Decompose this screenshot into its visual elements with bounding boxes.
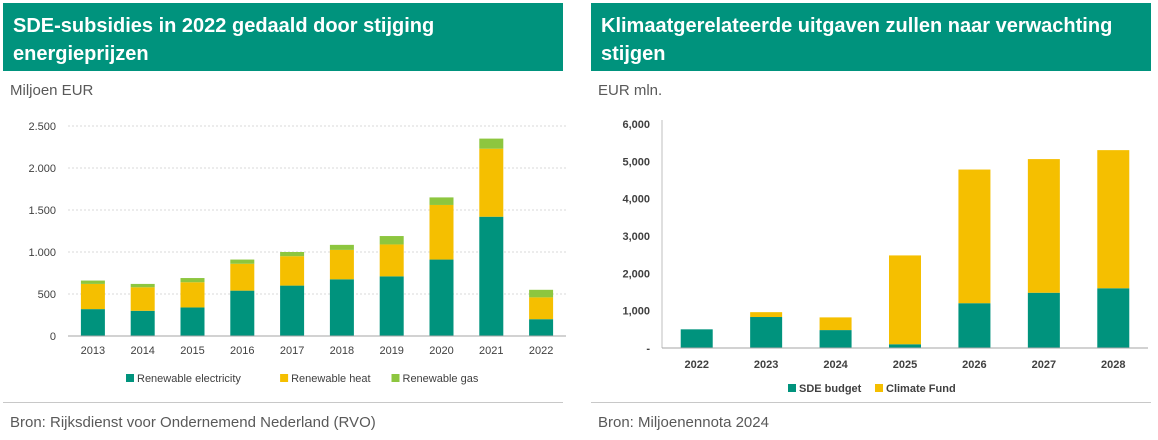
bar-segment bbox=[429, 259, 454, 336]
bar-segment bbox=[329, 244, 354, 250]
x-tick-label: 2016 bbox=[230, 345, 254, 357]
y-tick-label: 2.000 bbox=[28, 163, 56, 175]
bar-segment bbox=[230, 259, 255, 264]
y-tick-label: 2.500 bbox=[28, 121, 56, 133]
bar-segment bbox=[379, 244, 404, 277]
bar-segment bbox=[479, 216, 504, 336]
x-tick-label: 2026 bbox=[962, 359, 986, 371]
y-tick-label: 500 bbox=[38, 289, 56, 301]
y-tick-label: - bbox=[646, 343, 650, 355]
y-tick-label: 1.000 bbox=[28, 247, 56, 259]
bar-segment bbox=[750, 312, 783, 318]
left-source-divider bbox=[3, 402, 563, 403]
bar-segment bbox=[180, 282, 205, 308]
x-tick-label: 2023 bbox=[754, 359, 778, 371]
left-chart-title: SDE-subsidies in 2022 gedaald door stijg… bbox=[3, 3, 563, 71]
y-tick-label: 0 bbox=[50, 331, 56, 343]
left-source: Bron: Rijksdienst voor Ondernemend Neder… bbox=[10, 414, 376, 431]
bar-segment bbox=[529, 289, 554, 298]
bar-segment bbox=[379, 276, 404, 336]
bar-segment bbox=[889, 344, 921, 348]
legend-swatch bbox=[391, 374, 400, 382]
legend-swatch bbox=[126, 374, 134, 382]
bar-segment bbox=[429, 197, 454, 205]
bar-segment bbox=[529, 297, 554, 320]
bar-segment bbox=[1027, 159, 1060, 293]
bar-segment bbox=[529, 319, 554, 336]
x-tick-label: 2018 bbox=[330, 345, 354, 357]
bar-segment bbox=[819, 330, 852, 348]
legend-label: SDE budget bbox=[799, 383, 862, 395]
y-tick-label: 1.500 bbox=[28, 205, 56, 217]
x-tick-label: 2019 bbox=[379, 345, 403, 357]
bar-segment bbox=[230, 290, 255, 336]
left-chart: 0 500 1.000 1.500 2.000 2.500 2013 2014 2015 2016… bbox=[28, 121, 566, 385]
right-unit-label: EUR mln. bbox=[598, 82, 663, 99]
bar-segment bbox=[889, 255, 921, 345]
y-tick-label: 5,000 bbox=[622, 156, 650, 168]
bar-segment bbox=[819, 317, 852, 331]
x-tick-label: 2022 bbox=[684, 359, 708, 371]
legend-swatch bbox=[788, 384, 796, 392]
x-tick-label: 2021 bbox=[479, 345, 503, 357]
bar-segment bbox=[1027, 292, 1060, 348]
bar-segment bbox=[80, 280, 105, 284]
bar-segment bbox=[230, 263, 255, 291]
y-tick-label: 6,000 bbox=[622, 119, 650, 131]
right-panel: Klimaatgerelateerde uitgaven zullen naar… bbox=[588, 0, 1154, 440]
bar-segment bbox=[130, 283, 155, 288]
bar-segment bbox=[130, 310, 155, 336]
legend-label: Renewable gas bbox=[403, 373, 479, 385]
y-tick-label: 3,000 bbox=[622, 231, 650, 243]
x-tick-label: 2015 bbox=[180, 345, 204, 357]
x-tick-label: 2024 bbox=[823, 359, 848, 371]
bar-segment bbox=[329, 249, 354, 280]
x-tick-label: 2025 bbox=[893, 359, 917, 371]
left-panel: SDE-subsidies in 2022 gedaald door stijg… bbox=[0, 0, 566, 440]
bar-segment bbox=[280, 252, 305, 257]
legend-label: Renewable electricity bbox=[137, 373, 241, 385]
bar-segment bbox=[958, 169, 991, 304]
bar-segment bbox=[429, 204, 454, 260]
right-chart-title: Klimaatgerelateerde uitgaven zullen naar… bbox=[591, 3, 1151, 71]
bar-segment bbox=[750, 317, 783, 348]
right-source-divider bbox=[591, 402, 1151, 403]
y-tick-label: 2,000 bbox=[622, 268, 650, 280]
bar-segment bbox=[479, 138, 504, 149]
bar-segment bbox=[680, 329, 713, 348]
left-unit-label: Miljoen EUR bbox=[10, 82, 94, 99]
legend-label: Renewable heat bbox=[291, 373, 371, 385]
x-tick-label: 2022 bbox=[529, 345, 553, 357]
x-tick-label: 2020 bbox=[429, 345, 453, 357]
bar-segment bbox=[379, 236, 404, 245]
bar-segment bbox=[280, 256, 305, 286]
legend-swatch bbox=[875, 384, 883, 392]
bar-segment bbox=[180, 278, 205, 283]
legend-label: Climate Fund bbox=[886, 383, 956, 395]
bar-segment bbox=[329, 279, 354, 336]
right-chart: - 1,000 2,000 3,000 4,000 5,000 6,000 2022 2023 2… bbox=[622, 119, 1148, 395]
y-tick-label: 4,000 bbox=[622, 194, 650, 206]
right-source: Bron: Miljoenennota 2024 bbox=[598, 414, 769, 431]
x-tick-label: 2013 bbox=[81, 345, 105, 357]
x-tick-label: 2028 bbox=[1101, 359, 1125, 371]
x-tick-label: 2017 bbox=[280, 345, 304, 357]
bar-segment bbox=[80, 309, 105, 336]
bar-segment bbox=[1097, 288, 1130, 348]
bar-segment bbox=[130, 287, 155, 311]
x-tick-label: 2014 bbox=[130, 345, 154, 357]
bar-segment bbox=[280, 285, 305, 336]
bar-segment bbox=[180, 307, 205, 336]
x-tick-label: 2027 bbox=[1032, 359, 1056, 371]
y-tick-label: 1,000 bbox=[622, 306, 650, 318]
bar-segment bbox=[958, 303, 991, 348]
legend-swatch bbox=[280, 374, 289, 382]
bar-segment bbox=[479, 148, 504, 217]
bar-segment bbox=[80, 283, 105, 310]
bar-segment bbox=[1097, 150, 1130, 289]
